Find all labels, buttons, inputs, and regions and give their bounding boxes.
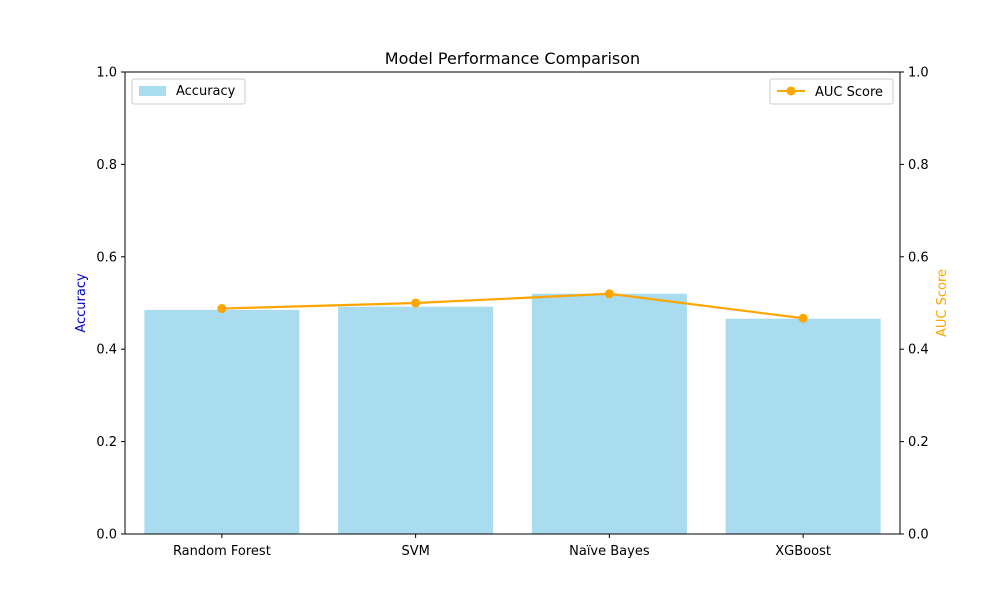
- bar-svm: [338, 306, 494, 534]
- y2-axis-label: AUC Score: [935, 269, 950, 337]
- right-tick-label: 0.8: [908, 158, 929, 173]
- line-layer: [217, 289, 808, 323]
- right-tick-label: 0.4: [908, 343, 929, 358]
- right-tick-label: 0.6: [908, 250, 929, 265]
- legend-label-accuracy: Accuracy: [176, 84, 236, 99]
- left-tick-label: 0.2: [96, 435, 117, 450]
- auc-point-svm: [411, 298, 421, 308]
- left-tick-label: 0.4: [96, 343, 117, 358]
- bar-na-ve-bayes: [531, 293, 687, 534]
- legend-auc: AUC Score: [769, 78, 894, 105]
- left-tick-label: 0.8: [96, 158, 117, 173]
- right-tick-label: 0.0: [908, 528, 929, 543]
- legend-box: [769, 78, 894, 105]
- plot-frame: [124, 71, 901, 535]
- legend-label-auc: AUC Score: [815, 85, 883, 100]
- auc-point-xgboost: [798, 313, 808, 323]
- legend-marker-auc: [786, 86, 796, 96]
- x-tick-label: XGBoost: [775, 544, 831, 559]
- auc-line: [221, 292, 804, 320]
- right-tick-label: 1.0: [908, 66, 929, 81]
- chart-title: Model Performance Comparison: [385, 49, 640, 68]
- legend-swatch-accuracy: [139, 86, 166, 96]
- right-y-axis: 0.0 0.2 0.4 0.6 0.8 1.0: [900, 66, 929, 543]
- left-tick-label: 1.0: [96, 66, 117, 81]
- left-y-axis: 0.0 0.2 0.4 0.6 0.8 1.0: [96, 66, 125, 543]
- bar-random-forest: [144, 309, 300, 534]
- left-tick-label: 0.0: [96, 528, 117, 543]
- x-tick-label: Naïve Bayes: [569, 544, 650, 559]
- legend-box: [131, 78, 246, 105]
- x-axis: Random Forest SVM Naïve Bayes XGBoost: [173, 534, 831, 559]
- x-tick-label: SVM: [401, 544, 429, 559]
- auc-point-na-ve-bayes: [604, 289, 614, 299]
- left-tick-label: 0.6: [96, 250, 117, 265]
- legend-accuracy: Accuracy: [131, 78, 246, 105]
- x-tick-label: Random Forest: [173, 544, 271, 559]
- right-tick-label: 0.2: [908, 435, 929, 450]
- y-axis-label: Accuracy: [74, 273, 89, 333]
- bar-xgboost: [725, 318, 881, 534]
- auc-point-random-forest: [217, 304, 227, 314]
- bars-layer: [144, 293, 881, 534]
